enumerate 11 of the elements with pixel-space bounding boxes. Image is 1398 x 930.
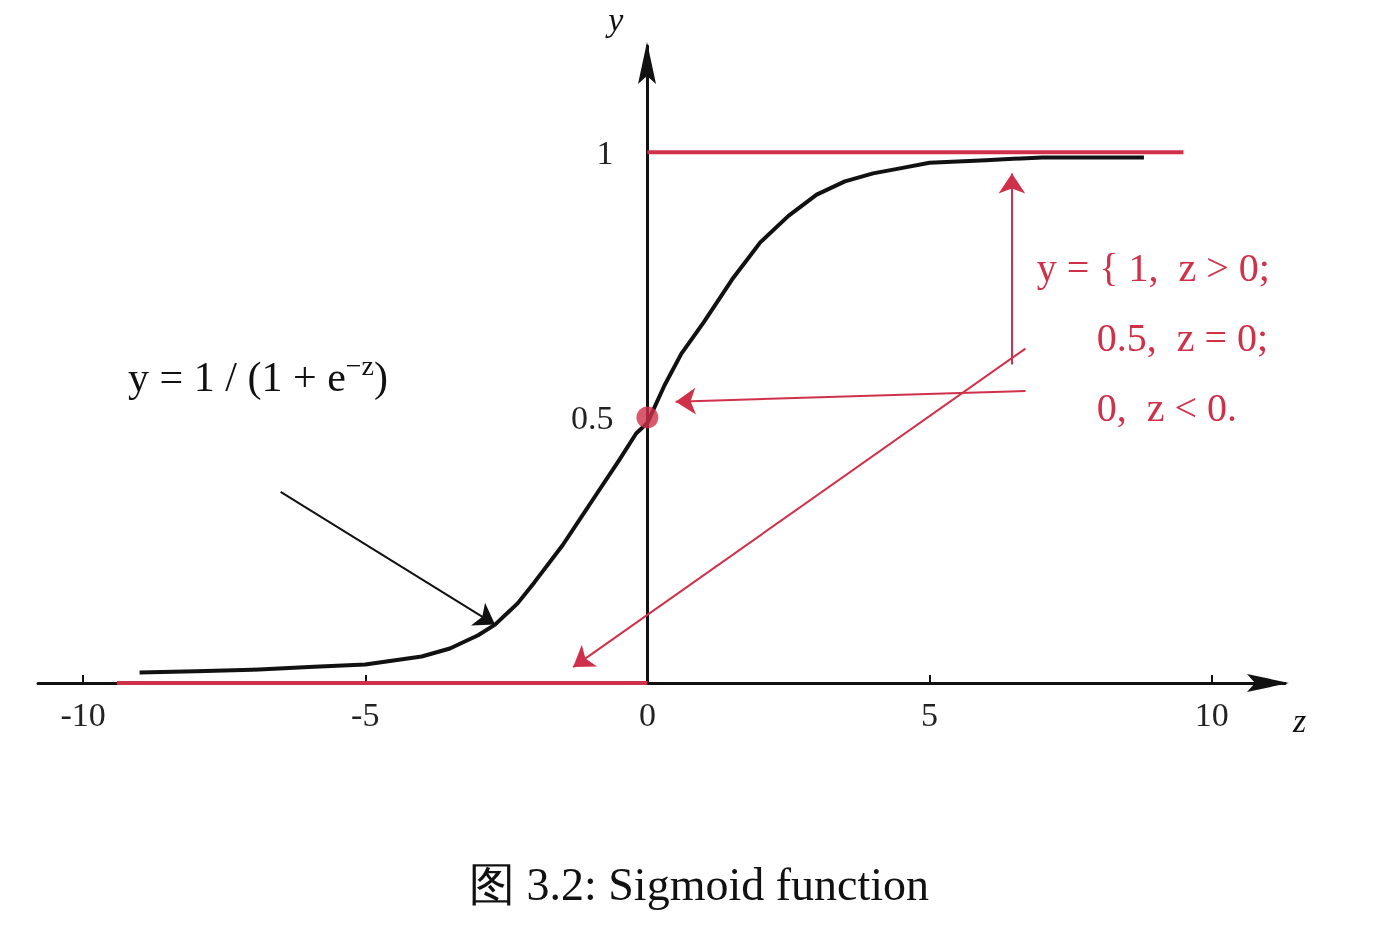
x-tick-label: -5 [351,695,380,733]
x-axis-title: z [1292,701,1307,739]
y-tick-label: 1 [596,133,614,171]
x-tick-label: 10 [1194,695,1229,733]
y-tick-label: 0.5 [570,399,614,437]
annotation: y = { 1, z > 0; 0.5, z = 0; 0, z < 0. [1036,245,1270,431]
x-tick-label: 0 [638,695,656,733]
x-tick-label: 5 [921,695,939,733]
y-axis-title: y [605,0,625,38]
text: 图 3.2: Sigmoid function [469,858,929,910]
x-tick-label: -10 [60,695,106,733]
